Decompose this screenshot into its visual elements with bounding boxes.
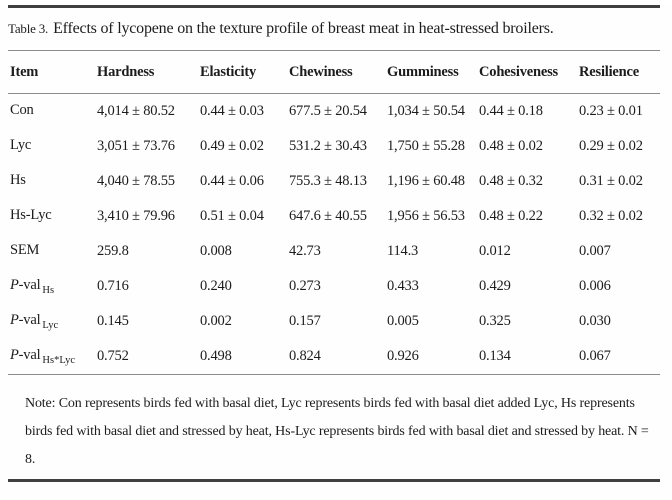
- item-label: Con: [10, 102, 34, 119]
- value-cell: 1,956 ± 56.53: [387, 208, 465, 224]
- item-label: Lyc: [10, 137, 32, 154]
- value-cell: 0.716: [97, 278, 129, 294]
- table-row: P-val Lyc 0.145 0.002 0.157 0.005 0.325 0…: [8, 304, 660, 339]
- item-label: -val: [18, 347, 41, 364]
- value-cell: 0.325: [479, 313, 511, 329]
- value-cell: 0.433: [387, 278, 419, 294]
- value-cell: 0.752: [97, 348, 129, 364]
- value-cell: 0.824: [289, 348, 321, 364]
- table-caption: Effects of lycopene on the texture profi…: [53, 20, 554, 37]
- value-cell: 3,410 ± 79.96: [97, 208, 175, 224]
- item-subscript: Hs: [42, 284, 55, 296]
- column-header-gumminess: Gumminess: [385, 51, 477, 94]
- value-cell: 0.44 ± 0.18: [479, 103, 543, 119]
- item-cell: Lyc: [8, 129, 95, 164]
- value-cell: 4,040 ± 78.55: [97, 173, 175, 189]
- table-number-label: Table 3.: [8, 21, 49, 36]
- value-cell: 0.067: [579, 348, 611, 364]
- value-cell: 0.48 ± 0.02: [479, 138, 543, 154]
- table-row: P-val Hs 0.716 0.240 0.273 0.433 0.429 0.…: [8, 269, 660, 304]
- value-cell: 1,750 ± 55.28: [387, 138, 465, 154]
- value-cell: 0.429: [479, 278, 511, 294]
- value-cell: 1,196 ± 60.48: [387, 173, 465, 189]
- value-cell: 0.030: [579, 313, 611, 329]
- value-cell: 531.2 ± 30.43: [289, 138, 367, 154]
- item-label-italic: P: [10, 347, 19, 364]
- table-note: Note: Con represents birds fed with basa…: [25, 396, 649, 467]
- value-cell: 0.48 ± 0.22: [479, 208, 543, 224]
- table-row: Hs-Lyc 3,410 ± 79.96 0.51 ± 0.04 647.6 ±…: [8, 199, 660, 234]
- item-cell: Hs: [8, 164, 95, 199]
- item-label: SEM: [10, 242, 40, 259]
- value-cell: 0.498: [200, 348, 232, 364]
- value-cell: 114.3: [387, 243, 419, 259]
- value-cell: 1,034 ± 50.54: [387, 103, 465, 119]
- column-header-resilience: Resilience: [577, 51, 660, 94]
- value-cell: 0.23 ± 0.01: [579, 103, 643, 119]
- value-cell: 0.44 ± 0.06: [200, 173, 264, 189]
- value-cell: 0.134: [479, 348, 511, 364]
- value-cell: 3,051 ± 73.76: [97, 138, 175, 154]
- column-header-elasticity: Elasticity: [198, 51, 287, 94]
- table-row: Lyc 3,051 ± 73.76 0.49 ± 0.02 531.2 ± 30…: [8, 129, 660, 164]
- value-cell: 0.008: [200, 243, 232, 259]
- header-row: Item Hardness Elasticity Chewiness Gummi…: [8, 51, 660, 94]
- column-header-chewiness: Chewiness: [287, 51, 385, 94]
- value-cell: 0.005: [387, 313, 419, 329]
- item-cell: SEM: [8, 234, 95, 269]
- texture-profile-table: Item Hardness Elasticity Chewiness Gummi…: [8, 51, 660, 374]
- value-cell: 677.5 ± 20.54: [289, 103, 367, 119]
- value-cell: 0.48 ± 0.32: [479, 173, 543, 189]
- paper-table-figure: Table 3. Effects of lycopene on the text…: [0, 5, 672, 500]
- table-row: SEM 259.8 0.008 42.73 114.3 0.012 0.007: [8, 234, 660, 269]
- title-divider: [8, 50, 660, 51]
- value-cell: 0.006: [579, 278, 611, 294]
- column-header-item: Item: [8, 51, 95, 94]
- item-subscript: Hs*Lyc: [42, 354, 76, 366]
- value-cell: 42.73: [289, 243, 321, 259]
- value-cell: 0.49 ± 0.02: [200, 138, 264, 154]
- item-cell: P-val Lyc: [8, 304, 95, 339]
- value-cell: 0.145: [97, 313, 129, 329]
- value-cell: 0.240: [200, 278, 232, 294]
- value-cell: 755.3 ± 48.13: [289, 173, 367, 189]
- table-bottom-divider: [8, 374, 660, 375]
- item-cell: P-val Hs*Lyc: [8, 339, 95, 374]
- item-label: Hs-Lyc: [10, 207, 52, 224]
- value-cell: 0.29 ± 0.02: [579, 138, 643, 154]
- value-cell: 0.32 ± 0.02: [579, 208, 643, 224]
- table-title: Table 3. Effects of lycopene on the text…: [8, 8, 666, 50]
- value-cell: 0.31 ± 0.02: [579, 173, 643, 189]
- value-cell: 0.157: [289, 313, 321, 329]
- table-row: P-val Hs*Lyc 0.752 0.498 0.824 0.926 0.13…: [8, 339, 660, 374]
- top-divider: [8, 5, 660, 8]
- column-header-cohesiveness: Cohesiveness: [477, 51, 577, 94]
- value-cell: 0.007: [579, 243, 611, 259]
- table-row: Con 4,014 ± 80.52 0.44 ± 0.03 677.5 ± 20…: [8, 94, 660, 130]
- value-cell: 0.012: [479, 243, 511, 259]
- value-cell: 0.926: [387, 348, 419, 364]
- value-cell: 4,014 ± 80.52: [97, 103, 175, 119]
- item-cell: P-val Hs: [8, 269, 95, 304]
- item-subscript: Lyc: [42, 319, 59, 331]
- item-cell: Hs-Lyc: [8, 199, 95, 234]
- item-cell: Con: [8, 94, 95, 130]
- value-cell: 259.8: [97, 243, 129, 259]
- column-header-hardness: Hardness: [95, 51, 198, 94]
- item-label-italic: P: [10, 312, 19, 329]
- value-cell: 647.6 ± 40.55: [289, 208, 367, 224]
- value-cell: 0.51 ± 0.04: [200, 208, 264, 224]
- item-label: Hs: [10, 172, 26, 189]
- item-label: -val: [18, 312, 41, 329]
- item-label-italic: P: [10, 277, 19, 294]
- table-row: Hs 4,040 ± 78.55 0.44 ± 0.06 755.3 ± 48.…: [8, 164, 660, 199]
- item-label: -val: [18, 277, 41, 294]
- value-cell: 0.273: [289, 278, 321, 294]
- value-cell: 0.002: [200, 313, 232, 329]
- bottom-divider: [8, 479, 660, 482]
- value-cell: 0.44 ± 0.03: [200, 103, 264, 119]
